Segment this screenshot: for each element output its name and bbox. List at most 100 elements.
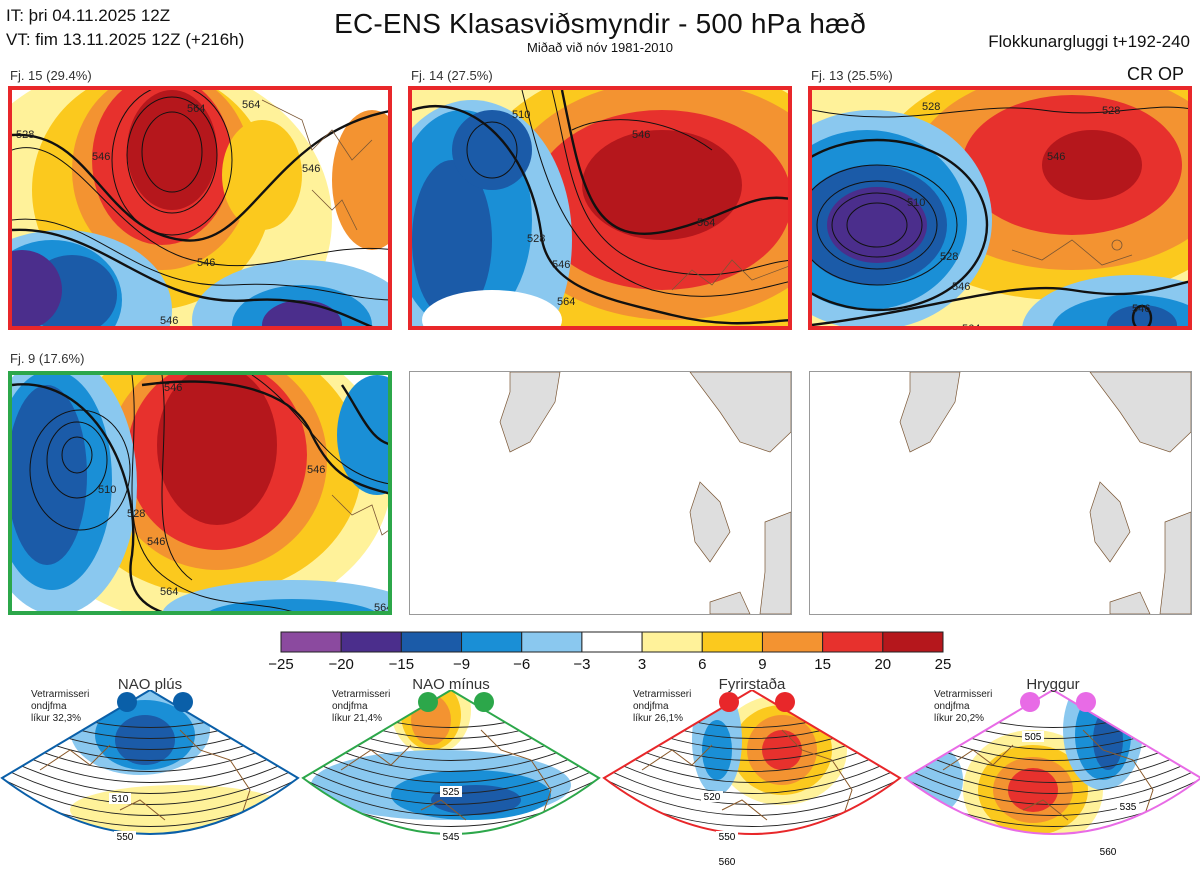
regime-note-line: Vetrarmisseri [934, 689, 993, 700]
contour-label: 546 [92, 151, 110, 163]
contour-label: 528 [527, 233, 545, 245]
regime-contour-label: 525 [443, 787, 460, 798]
empty-map-panel [409, 371, 792, 615]
colorbar-cell [761, 631, 824, 653]
colorbar-cell [461, 631, 523, 653]
regime-note-line: líkur 21,4% [332, 713, 383, 724]
contour-label: 528 [127, 508, 145, 520]
regime-note-line: Vetrarmisseri [31, 689, 90, 700]
contour-label: 564 [187, 103, 205, 115]
colorbar-tick-label: −15 [388, 656, 415, 673]
cluster-14-map: 510 546 528 546 564 564 [408, 86, 792, 330]
regime-probability-note: Vetrarmisseri ondjfma líkur 20,2% [934, 689, 992, 725]
crop-label: CR OP [1126, 64, 1184, 84]
cluster-9-label: Fj. 9 (17.6%) [10, 351, 85, 366]
contour-label: 546 [147, 536, 165, 548]
regime-panel: 525545565 [301, 688, 601, 876]
contour-label: 564 [374, 602, 392, 614]
colorbar-cell [822, 631, 884, 653]
contour-label: 510 [512, 109, 530, 121]
colorbar-cell [340, 631, 402, 653]
contour-label: 564 [962, 323, 980, 330]
contour-label: 546 [302, 163, 320, 175]
colorbar-tick-label: 9 [758, 656, 767, 673]
colorbar-tick-label: 20 [874, 656, 892, 673]
colorbar-cell [280, 631, 342, 653]
regime-panel: 505 535 560 [903, 688, 1200, 871]
contour-label: 528 [940, 251, 958, 263]
regime-note-line: líkur 20,2% [934, 713, 985, 724]
regime-title: Hryggur [1026, 676, 1080, 693]
classification-window: Flokkunargluggi t+192-240 [988, 32, 1190, 51]
colorbar-tick-label: −6 [513, 656, 531, 673]
issue-time: IT: þri 04.11.2025 12Z [6, 6, 171, 25]
regime-contour-label: 545 [443, 832, 460, 843]
contour-label: 546 [164, 382, 182, 394]
regime-panel: 510 550 [0, 688, 300, 871]
cluster-13-map: 528 528 546 510 528 546 564 546 [808, 86, 1192, 330]
colorbar-tick-label: −9 [452, 656, 471, 673]
contour-label: 510 [98, 484, 116, 496]
regime-title: NAO plús [117, 676, 183, 693]
contour-label: 546 [632, 129, 650, 141]
contour-label: 528 [1102, 105, 1120, 117]
contour-label: 564 [242, 99, 260, 111]
valid-time: VT: fim 13.11.2025 12Z (+216h) [6, 30, 245, 49]
regime-marker-dot [173, 692, 193, 712]
regime-contour-label: 550 [719, 832, 736, 843]
regime-title: Fyrirstaða [718, 676, 786, 693]
regime-probability-note: Vetrarmisseri ondjfma líkur 21,4% [332, 689, 390, 725]
colorbar-tick-label: 15 [814, 656, 831, 673]
contour-label: 546 [552, 259, 570, 271]
cluster-15-map: 528 546 546 546 564 546 564 [8, 86, 392, 330]
colorbar [280, 631, 944, 653]
regime-marker-dot [719, 692, 739, 712]
cluster-9-map: 546 510 528 546 564 546 564 [8, 371, 392, 615]
contour-label: 564 [697, 217, 715, 229]
regime-note-line: Vetrarmisseri [332, 689, 391, 700]
contour-label: 528 [922, 101, 940, 113]
regime-contour-label: 560 [719, 857, 736, 868]
colorbar-cell [641, 631, 703, 653]
regime-panel: 520 550 560 [602, 688, 902, 871]
regime-contour-label: 510 [112, 794, 129, 805]
regime-marker-dot [1020, 692, 1040, 712]
regime-title: NAO mínus [412, 676, 490, 693]
contour-label: 510 [907, 197, 925, 209]
regime-note-line: ondjfma [633, 701, 669, 712]
colorbar-tick-label: 6 [698, 656, 707, 673]
regime-probability-note: Vetrarmisseri ondjfma líkur 26,1% [633, 689, 691, 725]
regime-contour-label: 535 [1120, 802, 1137, 813]
regime-marker-dot [418, 692, 438, 712]
colorbar-tick-label: −20 [328, 656, 354, 673]
regime-marker-dot [474, 692, 494, 712]
regime-contour-label: 505 [1025, 732, 1042, 743]
regime-contour-label: 560 [1100, 847, 1117, 858]
contour-label: 546 [1047, 151, 1065, 163]
regime-note-line: líkur 26,1% [633, 713, 684, 724]
colorbar-tick-label: −3 [573, 656, 591, 673]
regime-note-line: Vetrarmisseri [633, 689, 692, 700]
regime-contour-label: 550 [117, 832, 134, 843]
colorbar-cell [521, 631, 583, 653]
contour-label: 546 [307, 464, 325, 476]
cluster-13-label: Fj. 13 (25.5%) [811, 68, 893, 83]
cluster-14-label: Fj. 14 (27.5%) [411, 68, 493, 83]
page-subtitle: Miðað við nóv 1981-2010 [527, 40, 673, 55]
cluster-15-label: Fj. 15 (29.4%) [10, 68, 92, 83]
empty-map-panel [809, 371, 1192, 615]
colorbar-tick-label: 3 [637, 656, 647, 673]
colorbar-tick-label: 25 [934, 656, 952, 673]
contour-label: 528 [16, 129, 34, 141]
regime-note-line: ondjfma [332, 701, 368, 712]
regime-marker-dot [1076, 692, 1096, 712]
colorbar-cell [581, 631, 643, 653]
contour-label: 546 [160, 315, 178, 327]
regime-note-line: ondjfma [934, 701, 970, 712]
regime-contour-label: 520 [704, 792, 721, 803]
contour-label: 564 [160, 586, 178, 598]
regime-probability-note: Vetrarmisseri ondjfma líkur 32,3% [31, 689, 89, 725]
contour-label: 564 [557, 296, 575, 308]
regime-note-line: líkur 32,3% [31, 713, 82, 724]
regime-note-line: ondjfma [31, 701, 67, 712]
